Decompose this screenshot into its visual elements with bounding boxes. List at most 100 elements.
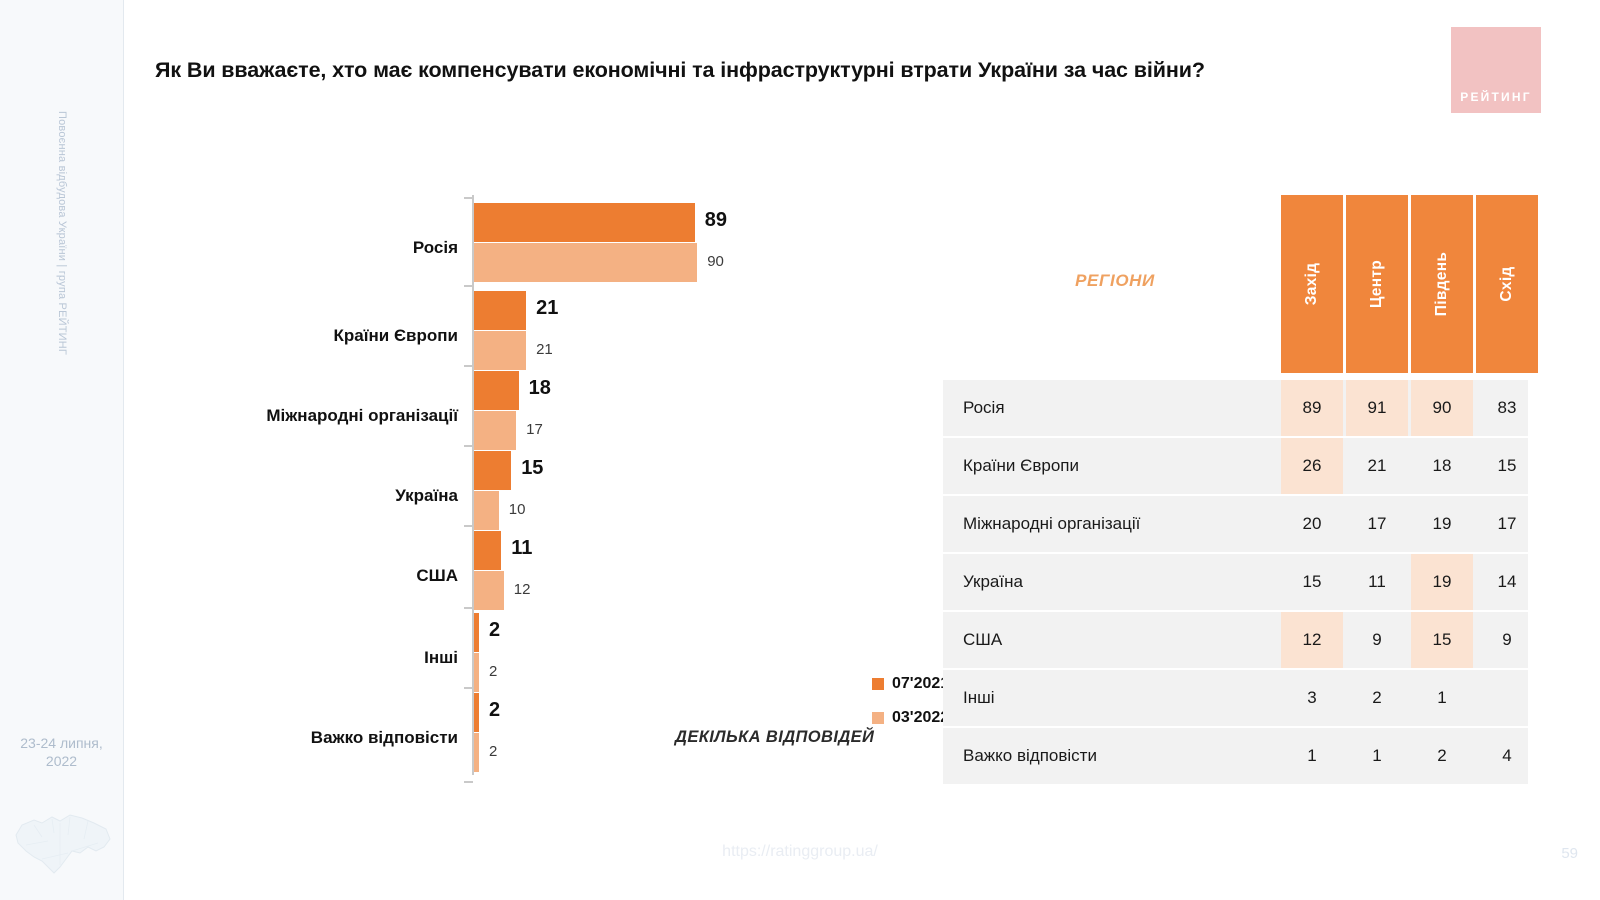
bar-series-0 [474,203,695,242]
table-cell: 2 [1437,746,1447,765]
table-row[interactable]: Важко відповісти 1 1 2 4 [943,728,1528,784]
table-cell: 1 [1437,688,1447,707]
sidebar-date-line1: 23-24 липня, [20,735,103,751]
table-row-label: Росія [963,398,1005,417]
table-row-label: Інші [963,688,995,707]
bar-series-0 [474,291,527,330]
bar-category-label: Росія [412,238,458,257]
chart-legend: 07'2021 03'2022 [872,673,949,741]
bar-series-1 [474,243,698,282]
regions-table-body: Росія 89 91 90 83 Країни Європи 26 21 18 15 Міжнар… [943,380,1528,786]
regions-column-header[interactable]: Південь [1411,195,1473,373]
table-row-label: Україна [963,572,1023,591]
table-row-cells: 12 9 15 9 [1281,612,1538,668]
bar-category-label: Важко відповісти [310,728,458,747]
table-cell: 19 [1411,554,1473,610]
table-cell [1476,670,1538,726]
table-cell: 17 [1367,514,1387,533]
table-cell: 1 [1307,746,1317,765]
ukraine-map-icon [15,814,111,874]
sidebar: Повоєнна відбудова України | група РЕЙТИ… [0,0,124,900]
table-cell: 83 [1497,398,1517,417]
bar-value-series-1: 2 [489,742,498,760]
bar-value-series-1: 17 [526,420,543,438]
table-row-label: Важко відповісти [963,746,1097,765]
table-cell: 21 [1367,456,1387,475]
regions-column-header-label: Південь [1433,251,1450,317]
axis-tick [464,197,473,199]
legend-label-1: 03'2022 [892,709,950,726]
table-cell: 15 [1411,612,1473,668]
regions-column-headers: Захід Центр Південь Схід [1281,195,1538,373]
table-row[interactable]: Країни Європи 26 21 18 15 [943,438,1528,494]
table-cell: 4 [1502,746,1512,765]
bar-category-label: США [416,566,458,585]
axis-tick [464,445,473,447]
regions-column-header[interactable]: Схід [1476,195,1538,373]
bar-category-label: Міжнародні організації [266,406,458,425]
legend-item-0: 07'2021 [872,673,949,695]
table-row[interactable]: Інші 3 2 1 [943,670,1528,726]
table-row[interactable]: Росія 89 91 90 83 [943,380,1528,436]
regions-column-header-label: Захід [1303,262,1320,306]
bar-series-0 [474,371,519,410]
regions-caption: РЕГІОНИ [1075,271,1155,290]
regions-column-header[interactable]: Захід [1281,195,1343,373]
table-row-label: США [963,630,1003,649]
table-row-cells: 3 2 1 [1281,670,1538,726]
table-row-cells: 26 21 18 15 [1281,438,1538,494]
table-row-label: Країни Європи [963,456,1080,475]
table-cell: 89 [1281,380,1343,436]
table-cell: 18 [1432,456,1452,475]
table-row[interactable]: Міжнародні організації 20 17 19 17 [943,496,1528,552]
bar-value-series-0: 11 [511,536,533,559]
bar-value-series-0: 2 [489,618,501,641]
bar-category-label: Україна [395,486,458,505]
table-cell: 17 [1497,514,1517,533]
bar-series-1 [474,733,479,772]
table-cell: 2 [1372,688,1382,707]
chart-axis-line [472,195,474,775]
table-row-cells: 89 91 90 83 [1281,380,1538,436]
axis-tick [464,607,473,609]
table-row[interactable]: Україна 15 11 19 14 [943,554,1528,610]
bar-series-1 [474,571,504,610]
table-cell: 9 [1372,630,1382,649]
bar-series-0 [474,693,479,732]
bar-series-1 [474,653,479,692]
table-cell: 3 [1307,688,1317,707]
bar-value-series-1: 90 [707,252,724,270]
multiple-answers-note: ДЕКІЛЬКА ВІДПОВІДЕЙ [675,728,875,746]
table-cell: 14 [1497,572,1517,591]
bar-value-series-0: 18 [528,376,551,399]
table-row[interactable]: США 12 9 15 9 [943,612,1528,668]
footer-url[interactable]: https://ratinggroup.ua/ [722,843,878,860]
sidebar-vertical-title: Повоєнна відбудова України | група РЕЙТИ… [55,111,68,356]
bar-series-1 [474,331,527,370]
regions-column-header-label: Центр [1368,259,1385,309]
legend-swatch-icon [872,678,884,690]
table-cell: 20 [1302,514,1322,533]
table-row-cells: 20 17 19 17 [1281,496,1538,552]
regions-column-header[interactable]: Центр [1346,195,1408,373]
bar-chart: Росія 89 90 Країни Європи 21 21 Міжнародні орг… [160,195,949,785]
bar-value-series-0: 2 [489,698,501,721]
legend-swatch-icon [872,712,884,724]
regions-column-header-label: Схід [1498,266,1515,302]
bar-value-series-0: 89 [704,208,727,231]
bar-series-1 [474,411,517,450]
axis-tick [464,365,473,367]
table-cell: 11 [1368,572,1386,591]
bar-series-0 [474,451,512,490]
table-cell: 15 [1497,456,1517,475]
table-cell: 91 [1346,380,1408,436]
bar-value-series-1: 2 [489,662,498,680]
sidebar-date: 23-24 липня, 2022 [0,735,123,770]
bar-category-label: Інші [424,648,458,667]
axis-tick [464,525,473,527]
axis-tick [464,687,473,689]
rating-logo-text: РЕЙТИНГ [1460,90,1532,104]
bar-series-1 [474,491,499,530]
table-cell: 9 [1502,630,1512,649]
